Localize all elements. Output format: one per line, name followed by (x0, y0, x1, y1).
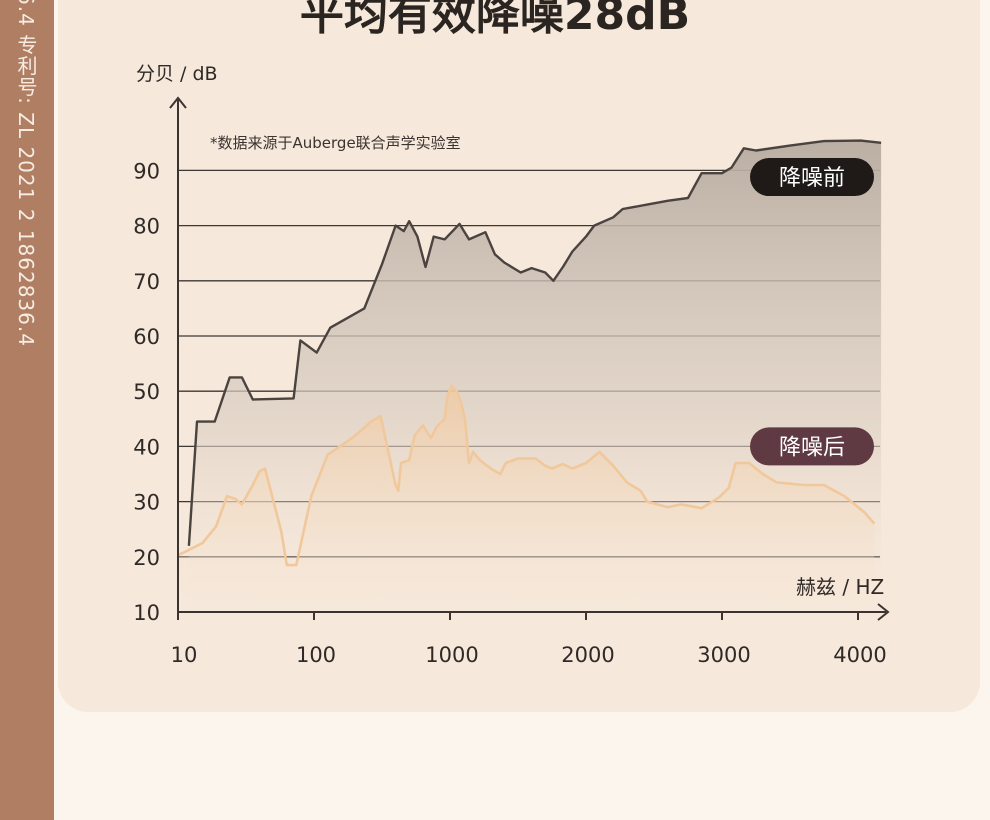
x-axis-arrow (877, 603, 890, 621)
y-tick-label: 60 (133, 325, 160, 349)
x-tick-label: 10 (171, 643, 198, 667)
y-tick-label: 90 (133, 159, 160, 183)
data-source-note: *数据来源于Auberge联合声学实验室 (210, 134, 461, 152)
y-tick-label: 20 (133, 546, 160, 570)
axes (169, 96, 890, 621)
y-tick-label: 30 (133, 491, 160, 515)
legend-badge-after (750, 427, 874, 466)
series-line-before (187, 139, 882, 546)
patent-number: 6.4 专利号: ZL 2021 2 1862836.4 (14, 0, 38, 347)
y-axis-label: 分贝 / dB (136, 63, 218, 85)
series-area-after (178, 385, 875, 606)
series-line-after (177, 384, 876, 567)
y-tick-label: 50 (133, 380, 160, 404)
y-tick-label: 80 (133, 215, 160, 239)
x-tick-label: 2000 (561, 643, 614, 667)
y-tick-label: 10 (133, 601, 160, 625)
x-axis-label: 赫兹 / HZ (796, 575, 884, 599)
x-tick-label: 100 (296, 643, 336, 667)
legend-label-after: 降噪后 (779, 435, 845, 460)
legend-label-before: 降噪前 (779, 166, 845, 191)
y-tick-label: 40 (133, 435, 160, 459)
chart-title: 平均有效降噪28dB (299, 0, 691, 40)
x-tick-label: 3000 (697, 643, 750, 667)
legend-badge-before (750, 158, 874, 197)
x-tick-label: 4000 (833, 643, 886, 667)
patent-sidebar: 6.4 专利号: ZL 2021 2 1862836.4 (0, 0, 54, 820)
x-tick-label: 1000 (425, 643, 478, 667)
y-axis-arrow (169, 96, 187, 109)
y-tick-label: 70 (133, 270, 160, 294)
